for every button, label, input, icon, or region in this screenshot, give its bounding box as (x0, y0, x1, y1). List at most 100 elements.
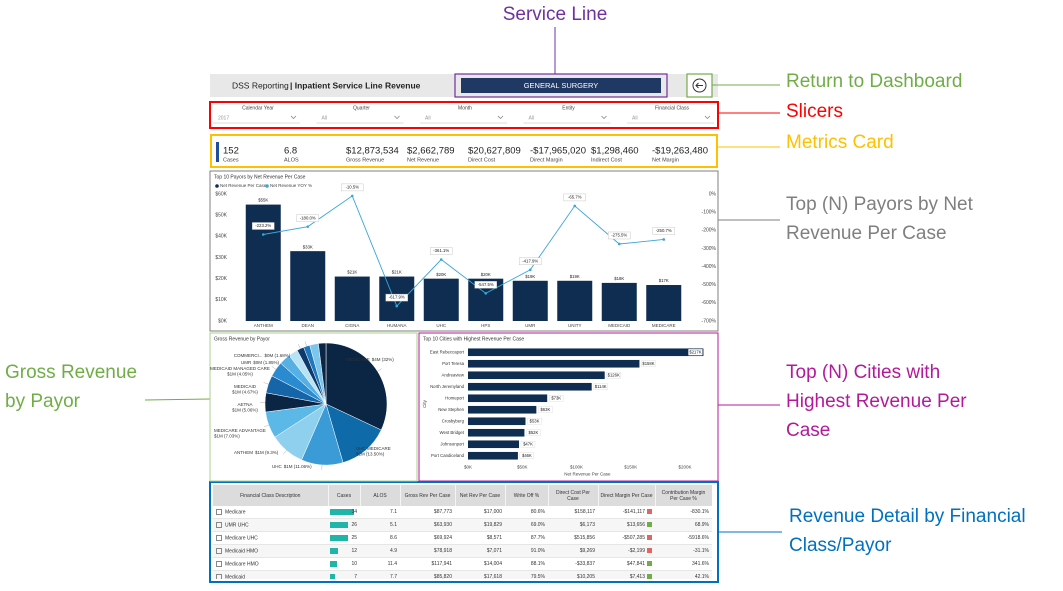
slicer[interactable]: Calendar Year 2017 (213, 105, 300, 124)
line-value-label: -275.5% (611, 233, 627, 238)
table-cell: -830.1% (655, 506, 712, 519)
slicer[interactable]: Entity All (523, 105, 611, 124)
pie-label-value: $1M (7.03%) (214, 434, 240, 439)
return-button[interactable] (686, 73, 713, 98)
bar (334, 276, 370, 321)
table-cell: $63,930 (400, 518, 455, 532)
annotation-text: Return to Dashboard (786, 71, 962, 92)
pie-leader (263, 382, 269, 385)
legend-label: Net Revenue YOY % (270, 183, 312, 188)
table-cell: $9,269 (548, 544, 598, 558)
margin-cell: $13,656 (598, 518, 655, 532)
pie-slice (318, 342, 327, 405)
metric-label: Net Margin (652, 157, 679, 163)
pie-leader (271, 366, 276, 370)
line-label-box (519, 257, 542, 266)
bar (468, 440, 519, 449)
table-cell: $17,618 (455, 570, 505, 579)
line-label-box (341, 183, 364, 192)
margin-indicator (647, 561, 652, 567)
row-label: Medicaid HMO (225, 548, 259, 555)
expand-icon[interactable] (216, 534, 222, 541)
column-header: Gross Rev Per Case (400, 485, 456, 506)
y-tick-label: $10K (215, 297, 227, 303)
expand-icon[interactable] (216, 560, 222, 567)
y2-tick-label: -500% (702, 282, 717, 288)
bar-label-box (520, 441, 536, 448)
pie-label-value: $1M (11.06%) (284, 464, 312, 469)
table-cell: 7.1 (360, 506, 400, 519)
bar (290, 251, 326, 321)
metric-label: ALOS (284, 157, 299, 163)
chart-frame (209, 170, 719, 332)
slicer-chevron (394, 115, 400, 119)
expand-icon[interactable] (216, 521, 222, 528)
slicer-chevron (290, 115, 297, 119)
line-value-label: -361.1% (433, 248, 449, 253)
legend-marker (265, 184, 269, 188)
line-label-box (474, 281, 497, 289)
metric-label: Cases (223, 157, 239, 163)
annotation-text: Revenue Detail by Financial (789, 506, 1026, 527)
annotation-text: Metrics Card (786, 132, 894, 153)
line-label-box (608, 231, 631, 240)
table-cell: 88.1% (505, 557, 548, 571)
line-label-box (296, 214, 319, 222)
y-tick-label: $0K (218, 318, 228, 324)
bar-value-label: $21K (392, 270, 402, 275)
y-tick-label: $40K (215, 234, 227, 240)
pie-slice (325, 342, 388, 431)
x-tick-label: DEAN (301, 323, 314, 328)
y2-tick-label: -400% (702, 264, 717, 270)
table-cell: 5.1 (360, 518, 400, 532)
y2-tick-label: -600% (702, 300, 717, 306)
y2-tick-label: -200% (702, 228, 717, 234)
service-line-selector[interactable] (461, 78, 661, 93)
slicer[interactable]: Financial Class All (627, 105, 714, 124)
metric-value: 152 (223, 146, 239, 157)
line-point (528, 268, 532, 272)
line-series (263, 195, 664, 307)
pie-label-value: $4M (32%) (372, 357, 395, 362)
slicer-value: All (632, 115, 638, 121)
bar-label-box (641, 360, 656, 367)
cases-cell: 25 (328, 531, 360, 545)
line-value-label: -65.7% (568, 195, 582, 200)
expand-icon[interactable] (216, 508, 222, 515)
pie-label: UHC $1M (11.06%) (272, 464, 312, 469)
annotation-text: Slicers (786, 101, 843, 122)
legend-marker (215, 184, 219, 188)
bar (468, 451, 518, 460)
margin-cell: -$141,117 (598, 506, 655, 519)
table-cell: $6,173 (548, 518, 598, 532)
bar-value-label: $19K (570, 274, 580, 279)
row-label: Medicare UHC (225, 535, 258, 542)
page-title: | Inpatient Service Line Revenue (290, 80, 421, 90)
slicer-value: All (529, 115, 535, 121)
y-tick-label: $50K (215, 212, 227, 218)
table-cell: 7.7 (360, 570, 400, 579)
slicer[interactable]: Month All (420, 105, 507, 124)
expand-icon[interactable] (216, 573, 222, 579)
table-cell: 80.6% (505, 506, 548, 519)
metric-value: -$17,965,020 (530, 146, 586, 157)
table-cell: $7,071 (455, 544, 505, 558)
slicer-chevron (704, 115, 711, 119)
pie-label-value: $1M (4.67%) (232, 390, 258, 395)
slicer[interactable]: Quarter All (316, 105, 404, 124)
y-tick-label: Johnsonport (440, 441, 464, 446)
expand-icon[interactable] (216, 547, 222, 554)
margin-indicator (647, 535, 652, 541)
bar-label-box (606, 372, 621, 379)
bar-value-label: $19K (525, 274, 535, 279)
table: Financial Class Description Cases ALOS Gros… (213, 485, 712, 579)
pie-label-name: ANTHEM (234, 450, 253, 455)
data-bar (330, 509, 354, 515)
margin-cell: $47,841 (598, 557, 655, 571)
bar-value-label: $46K (522, 453, 532, 458)
bar-label-box (527, 418, 542, 425)
pie-label-name: MEDICAID (234, 384, 257, 389)
margin-value: $47,841 (626, 561, 645, 567)
x-tick-label: MEDICARE (652, 323, 676, 328)
table-cell: 4.9 (360, 544, 400, 558)
